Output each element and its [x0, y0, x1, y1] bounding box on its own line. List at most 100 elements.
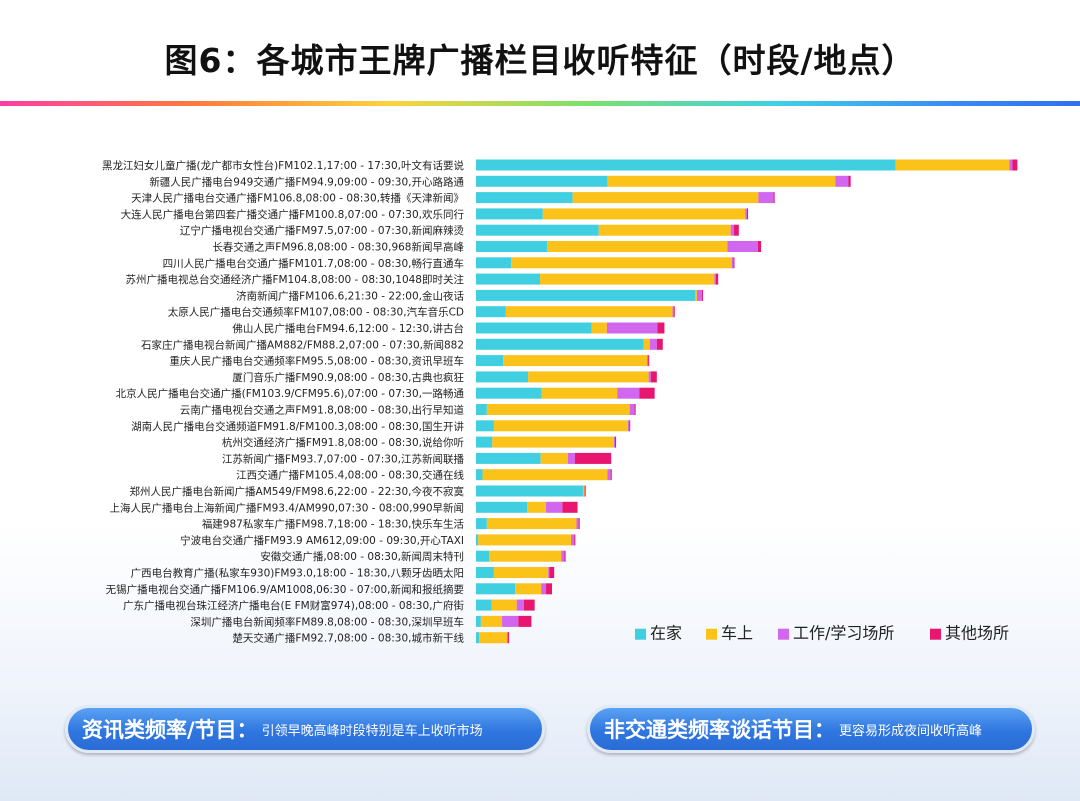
category-label: 湖南人民广播电台交通频道FM91.8/FM100.3,08:00 - 08:30…: [131, 420, 464, 433]
category-label: 辽宁广播电视台交通广播FM97.5,07:00 - 07:30,新闻麻辣烫: [180, 224, 465, 237]
stacked-bar-chart: 黑龙江妇女儿童广播(龙广都市女性台)FM102.1,17:00 - 17:30,…: [102, 159, 1018, 645]
title-divider: [0, 101, 1080, 106]
bar-segment: [505, 306, 673, 318]
bar-segment: [476, 632, 480, 644]
bar-segment: [549, 567, 555, 578]
bar-segment: [546, 583, 553, 595]
bar-segment: [697, 289, 702, 301]
bar-segment: [486, 518, 577, 530]
category-label: 杭州交通经济广播FM91.8,08:00 - 08:30,说给你听: [222, 436, 464, 449]
bar-segment: [476, 518, 487, 530]
bar-segment: [493, 420, 629, 432]
bar-segment: [591, 322, 607, 334]
bar-segment: [576, 518, 579, 530]
bar-segment: [643, 338, 650, 350]
bar-segment: [730, 224, 734, 236]
legend-label: 在家: [650, 624, 682, 643]
bar-segment: [476, 338, 644, 350]
category-label: 长春交通之声FM96.8,08:00 - 08:30,968新闻早高峰: [212, 241, 464, 254]
bar-segment: [613, 436, 616, 448]
category-label: 广东广播电视台珠江经济广播电台(E FM财富974),08:00 - 08:30…: [123, 599, 464, 612]
bar-segment: [650, 371, 657, 383]
category-label: 四川人民广播电台交通广播FM101.7,08:00 - 08:30,畅行直通车: [163, 257, 464, 270]
bar-segment: [648, 355, 650, 367]
legend-swatch: [778, 628, 789, 640]
category-label: 佛山人民广播电台FM94.6,12:00 - 12:30,讲古台: [232, 322, 464, 335]
bar-segment: [727, 241, 758, 252]
category-label: 大连人民广播电台第四套广播交通广播FM100.8,07:00 - 07:30,欢…: [121, 208, 465, 221]
bar-segment: [773, 192, 775, 204]
bar-segment: [476, 224, 599, 236]
category-label: 郑州人民广播电台新闻广播AM549/FM98.6,22:00 - 22:30,今…: [130, 485, 465, 498]
bar-segment: [639, 387, 655, 399]
bar-segment: [571, 534, 575, 546]
bar-segment: [648, 371, 651, 383]
bar-segment: [628, 420, 630, 432]
bar-segment: [564, 550, 566, 562]
bar-segment: [656, 338, 663, 350]
bar-segment: [516, 599, 524, 611]
bar-segment: [1009, 159, 1013, 171]
bar-segment: [629, 404, 635, 415]
bar-segment: [578, 518, 580, 530]
bar-segment: [503, 355, 648, 367]
bar-segment: [541, 583, 547, 595]
category-label: 广西电台教育广播(私家车930)FM93.0,18:00 - 18:30,八颗牙…: [131, 567, 464, 580]
category-label: 无锡广播电视台交通广播FM106.9/AM1008,06:30 - 07:00,…: [106, 583, 464, 596]
bar-segment: [548, 567, 550, 578]
bar-segment: [476, 550, 490, 562]
bar-segment: [541, 387, 618, 399]
category-label: 上海人民广播电台上海新闻广播FM93.4/AM990,07:30 - 08:00…: [110, 501, 465, 514]
bar-segment: [657, 322, 665, 334]
bar-segment: [895, 159, 1010, 171]
bar-segment: [476, 583, 516, 595]
category-label: 江西交通广播FM105.4,08:00 - 08:30,交通在线: [236, 469, 464, 482]
bar-segment: [540, 452, 568, 464]
bar-segment: [476, 322, 592, 334]
bar-segment: [647, 355, 649, 367]
category-label: 济南新闻广播FM106.6,21:30 - 22:00,金山夜话: [236, 289, 464, 302]
bar-segment: [476, 387, 542, 399]
bar-segment: [701, 289, 703, 301]
bar-segment: [757, 241, 762, 252]
callout-news: 资讯类频率/节目： 引领早晚高峰时段特别是车上收听市场: [65, 705, 545, 753]
bar-segment: [835, 175, 849, 187]
bar-segment: [758, 192, 774, 204]
bar-segment: [574, 452, 612, 464]
bar-segment: [673, 306, 675, 318]
page-title: 图6：各城市王牌广播栏目收听特征（时段/地点）: [164, 41, 916, 80]
bar-segment: [476, 192, 573, 204]
bar-segment: [848, 175, 851, 187]
bar-segment: [584, 485, 586, 497]
category-label: 宁波电台交通广播FM93.9 AM612,09:00 - 09:30,开心TAX…: [180, 534, 464, 547]
bar-segment: [476, 289, 696, 301]
bar-segment: [733, 224, 739, 236]
bar-segment: [476, 159, 896, 171]
bar-segment: [476, 371, 529, 383]
legend-label: 车上: [721, 624, 753, 643]
bar-segment: [476, 452, 541, 464]
bar-segment: [547, 241, 728, 252]
callout-talk-text: 更容易形成夜间收听高峰: [839, 723, 983, 739]
bar-segment: [546, 501, 563, 513]
bar-segment: [476, 501, 528, 513]
bar-segment: [476, 355, 504, 367]
bar-segment: [476, 469, 483, 481]
category-label: 安徽交通广播,08:00 - 08:30,新闻周末特刊: [260, 550, 464, 563]
bar-segment: [527, 501, 547, 513]
bar-segment: [606, 322, 658, 334]
bar-segment: [518, 615, 532, 627]
bar-segment: [476, 615, 481, 627]
callout-talk: 非交通类频率谈话节目： 更容易形成夜间收听高峰: [587, 705, 1035, 753]
category-label: 云南广播电视台交通之声FM91.8,08:00 - 08:30,出行早知道: [180, 404, 465, 417]
bar-segment: [714, 273, 717, 285]
bar-segment: [567, 452, 575, 464]
category-label: 楚天交通广播FM92.7,08:00 - 08:30,城市新干线: [232, 632, 464, 645]
bar-segment: [746, 208, 749, 220]
bar-segment: [478, 534, 572, 546]
bar-segment: [476, 257, 512, 269]
bar-segment: [476, 567, 494, 578]
bar-segment: [486, 404, 630, 415]
bar-segment: [528, 371, 649, 383]
bar-segment: [572, 192, 759, 204]
